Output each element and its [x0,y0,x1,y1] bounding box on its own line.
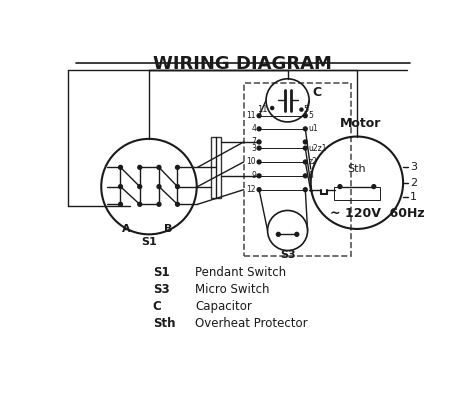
Text: 10: 10 [246,158,256,166]
Text: 1: 1 [410,192,417,202]
Circle shape [257,174,261,178]
Text: ~ 120V  60Hz: ~ 120V 60Hz [330,207,425,220]
Bar [334,187,380,200]
Circle shape [257,188,261,192]
Circle shape [257,127,261,131]
Text: Overheat Protector: Overheat Protector [195,317,308,330]
Circle shape [157,166,161,169]
Text: 1: 1 [309,185,313,194]
Circle shape [257,140,261,144]
Text: 2: 2 [410,178,417,188]
Circle shape [118,166,122,169]
Circle shape [118,185,122,188]
Text: 4: 4 [251,124,256,133]
Circle shape [175,202,179,206]
Circle shape [303,146,307,150]
Text: B: B [164,224,173,234]
Circle shape [271,106,273,110]
Circle shape [257,146,261,150]
Text: S1: S1 [153,266,170,279]
Circle shape [175,166,179,169]
Circle shape [303,140,307,144]
Bar [210,136,221,198]
Bar [244,83,352,256]
Circle shape [157,185,161,188]
Text: 8: 8 [309,171,313,180]
Text: 3: 3 [410,162,417,172]
Circle shape [303,174,307,178]
Circle shape [303,188,307,192]
Circle shape [175,185,179,188]
Circle shape [338,185,342,188]
Text: Capacitor: Capacitor [195,300,252,313]
Text: Motor: Motor [340,117,382,130]
Text: Micro Switch: Micro Switch [195,283,270,296]
Text: 11: 11 [257,105,267,114]
Circle shape [276,232,280,236]
Circle shape [157,202,161,206]
Text: 11: 11 [246,111,256,120]
Text: 5: 5 [303,105,308,114]
Text: S3: S3 [153,283,170,296]
Text: C: C [153,300,162,313]
Circle shape [300,108,303,111]
Circle shape [303,114,307,118]
Text: WIRING DIAGRAM: WIRING DIAGRAM [154,55,332,73]
Circle shape [138,166,142,169]
Text: Sth: Sth [153,317,175,330]
Text: u1: u1 [309,124,318,133]
Circle shape [295,232,299,236]
Text: u2z1: u2z1 [309,144,327,152]
Text: 12: 12 [246,185,256,194]
Circle shape [257,114,261,118]
Circle shape [372,185,376,188]
Text: Sth: Sth [347,164,366,174]
Circle shape [138,202,142,206]
Circle shape [118,202,122,206]
Text: S3: S3 [280,250,295,260]
Circle shape [138,185,142,188]
Text: 7: 7 [251,138,256,146]
Circle shape [257,160,261,164]
Text: Pendant Switch: Pendant Switch [195,266,286,279]
Text: A: A [121,224,130,234]
Text: z2: z2 [309,158,317,166]
Text: C: C [312,86,321,99]
Text: 5: 5 [309,111,313,120]
Text: 3: 3 [251,144,256,152]
Circle shape [303,127,307,131]
Circle shape [303,160,307,164]
Text: 9: 9 [251,171,256,180]
Text: S1: S1 [141,237,157,247]
